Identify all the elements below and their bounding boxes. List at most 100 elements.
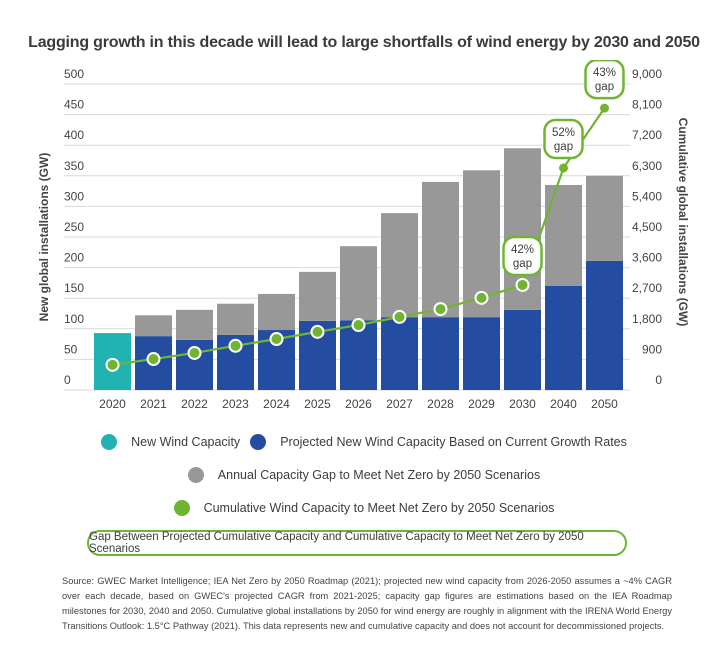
bar-projected bbox=[504, 309, 541, 390]
legend-label-cumulative: Cumulative Wind Capacity to Meet Net Zer… bbox=[203, 501, 555, 515]
bar-projected bbox=[381, 317, 418, 390]
x-tick-label: 2024 bbox=[263, 397, 290, 411]
bar-gap bbox=[422, 181, 459, 318]
bar-gap bbox=[545, 184, 582, 286]
x-tick-label: 2040 bbox=[550, 397, 577, 411]
y-tick-left-label: 400 bbox=[64, 128, 84, 142]
gap-callouts: 42% gap 52% gap 43% gap bbox=[502, 60, 625, 277]
x-tick-label: 2027 bbox=[386, 397, 413, 411]
cumulative-point bbox=[310, 324, 325, 339]
y-tick-left-label: 150 bbox=[64, 281, 84, 295]
x-tick-label: 2022 bbox=[181, 397, 208, 411]
y-tick-right-label: 4,500 bbox=[632, 220, 662, 234]
x-tick-label: 2030 bbox=[509, 397, 536, 411]
y-tick-right-label: 5,400 bbox=[632, 189, 662, 203]
bar-gap bbox=[299, 271, 336, 321]
gap-callout-percent: 42% bbox=[511, 244, 534, 256]
y-tick-right-label: 0 bbox=[655, 373, 662, 387]
cumulative-point bbox=[105, 357, 120, 372]
legend-label-gap: Annual Capacity Gap to Meet Net Zero by … bbox=[217, 468, 541, 482]
cumulative-point bbox=[600, 103, 609, 113]
cumulative-point bbox=[269, 332, 284, 346]
gap-legend-label: Gap Between Projected Cumulative Capacit… bbox=[89, 531, 584, 555]
y-tick-right-label: 9,000 bbox=[632, 67, 662, 81]
y-axis-right: 0 900 1,800 2,700 3,600 4,500 5,400 6,300 7,200 8… bbox=[632, 67, 662, 387]
legend-label-new-wind: New Wind Capacity bbox=[131, 435, 241, 449]
y-axis-right-label: Cumulative global installations (GW) bbox=[676, 118, 690, 327]
cumulative-point bbox=[146, 352, 161, 367]
chart-area: 0 50 100 150 200 250 300 350 400 450 500 0 900 1,800… bbox=[37, 60, 690, 411]
legend-item-projected: Projected New Wind Capacity Based on Cur… bbox=[250, 434, 627, 450]
y-tick-left-label: 350 bbox=[64, 159, 84, 173]
legend-item-gap: Annual Capacity Gap to Meet Net Zero by … bbox=[187, 467, 541, 483]
x-tick-label: 2020 bbox=[99, 397, 126, 411]
cumulative-point bbox=[559, 163, 568, 173]
legend-item-new-wind: New Wind Capacity bbox=[101, 434, 240, 450]
x-tick-label: 2029 bbox=[468, 397, 495, 411]
bars bbox=[94, 148, 623, 390]
cumulative-point bbox=[351, 318, 366, 333]
x-tick-label: 2021 bbox=[140, 397, 167, 411]
y-tick-right-label: 1,800 bbox=[632, 312, 662, 326]
x-tick-label: 2050 bbox=[591, 397, 618, 411]
gap-callout-text: gap bbox=[513, 258, 532, 270]
x-tick-label: 2025 bbox=[304, 397, 331, 411]
bar-projected bbox=[545, 285, 582, 390]
y-tick-right-label: 6,300 bbox=[632, 159, 662, 173]
gap-callout-text: gap bbox=[554, 141, 573, 153]
bar-gap bbox=[135, 315, 172, 337]
x-axis: 2020 2021 2022 2023 2024 2025 2026 2027 2028 2029… bbox=[99, 397, 618, 411]
y-axis-left-label: New global installations (GW) bbox=[37, 153, 51, 322]
legend-label-projected: Projected New Wind Capacity Based on Cur… bbox=[280, 435, 627, 449]
bar-gap bbox=[586, 175, 623, 261]
cumulative-point bbox=[187, 345, 202, 360]
gap-callout-box bbox=[543, 118, 584, 160]
legend-item-cumulative: Cumulative Wind Capacity to Meet Net Zer… bbox=[173, 500, 555, 516]
y-tick-left-label: 100 bbox=[64, 312, 84, 326]
gap-callout-percent: 52% bbox=[552, 127, 575, 139]
legend-swatch-new-wind bbox=[101, 434, 118, 450]
x-tick-label: 2028 bbox=[427, 397, 454, 411]
gap-callout-text: gap bbox=[595, 81, 614, 93]
y-tick-right-label: 3,600 bbox=[632, 251, 662, 265]
y-tick-left-label: 250 bbox=[64, 220, 84, 234]
y-tick-right-label: 900 bbox=[642, 342, 662, 356]
y-tick-right-label: 8,100 bbox=[632, 98, 662, 112]
y-tick-left-label: 300 bbox=[64, 189, 84, 203]
y-tick-left-label: 500 bbox=[64, 67, 84, 81]
cumulative-point bbox=[515, 277, 530, 292]
y-axis-left: 0 50 100 150 200 250 300 350 400 450 500 bbox=[64, 67, 84, 387]
bar-gap bbox=[217, 303, 254, 335]
cumulative-line bbox=[105, 103, 609, 372]
source-note: Source: GWEC Market Intelligence; IEA Ne… bbox=[62, 576, 672, 631]
bar-gap bbox=[381, 213, 418, 318]
bar-gap bbox=[176, 309, 213, 340]
cumulative-point bbox=[433, 302, 448, 317]
x-tick-label: 2023 bbox=[222, 397, 249, 411]
legend-row-2: Annual Capacity Gap to Meet Net Zero by … bbox=[0, 467, 728, 483]
x-tick-label: 2026 bbox=[345, 397, 372, 411]
legend-row-1: New Wind Capacity Projected New Wind Cap… bbox=[0, 434, 728, 450]
y-tick-left-label: 450 bbox=[64, 98, 84, 112]
y-tick-left-label: 0 bbox=[64, 373, 71, 387]
legend-row-3: Cumulative Wind Capacity to Meet Net Zer… bbox=[0, 500, 728, 516]
chart-title: Lagging growth in this decade will lead … bbox=[28, 34, 700, 51]
bar-gap bbox=[340, 246, 377, 321]
gap-callout-percent: 43% bbox=[593, 67, 616, 79]
y-tick-right-label: 7,200 bbox=[632, 128, 662, 142]
bar-gap bbox=[258, 293, 295, 331]
cumulative-point bbox=[474, 290, 489, 305]
y-tick-left-label: 200 bbox=[64, 251, 84, 265]
y-tick-right-label: 2,700 bbox=[632, 281, 662, 295]
gap-callout-box bbox=[502, 235, 543, 277]
bar-projected bbox=[586, 260, 623, 390]
bar-projected bbox=[463, 317, 500, 390]
legend-swatch-gap bbox=[187, 467, 204, 483]
legend-swatch-cumulative bbox=[173, 500, 190, 516]
cumulative-point bbox=[392, 309, 407, 324]
gap-legend-box: Gap Between Projected Cumulative Capacit… bbox=[87, 530, 627, 556]
cumulative-point bbox=[228, 338, 243, 353]
legend-swatch-projected bbox=[250, 434, 267, 450]
gap-callout-box bbox=[584, 60, 625, 100]
bar-projected bbox=[422, 317, 459, 390]
